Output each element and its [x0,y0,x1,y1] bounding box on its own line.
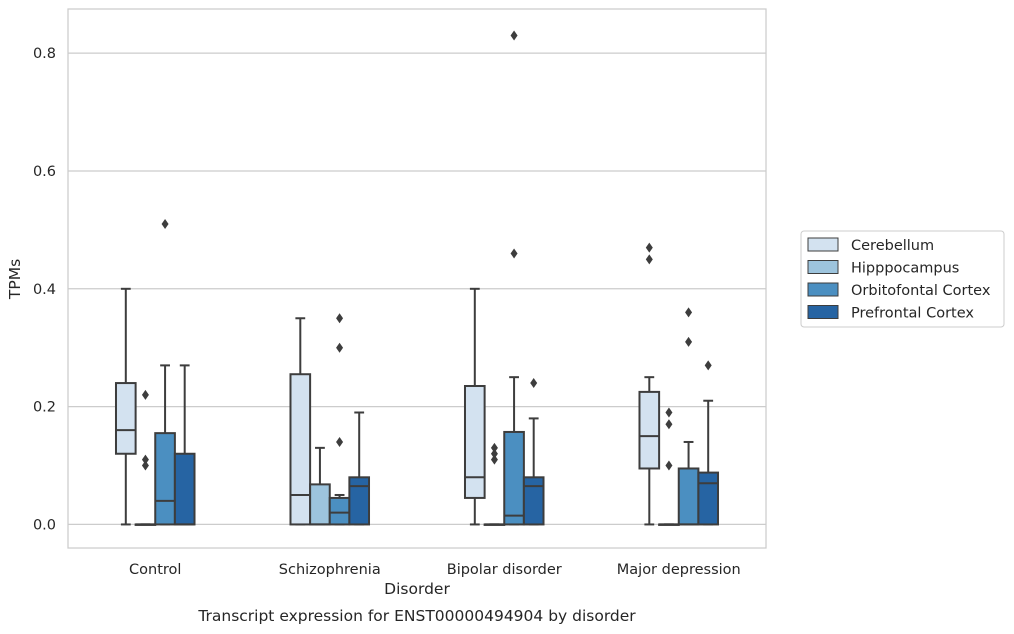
box-body [677,467,700,526]
box-0-3 [173,364,196,526]
outlier-point [530,378,538,389]
outlier-point [141,454,149,465]
x-tick-labels: Control Schizophrenia Bipolar disorder Majo… [129,562,741,578]
outlier-point [685,336,693,347]
box-0-0 [114,287,137,526]
box-body [289,373,312,526]
box-2-2 [503,30,525,526]
box-1-2 [328,313,351,526]
box-body [114,382,137,455]
plot-frame [67,8,767,549]
box-2-1 [483,442,506,526]
boxes [114,30,720,526]
box-body [522,476,545,526]
outlier-point [141,389,149,400]
box-0-1 [134,389,157,526]
box-1-0 [289,317,312,526]
box-1-3 [348,411,371,526]
x-axis-title: Disorder [384,580,450,598]
box-body [348,476,371,526]
x-tick-label: Schizophrenia [279,562,381,578]
legend-swatch [807,305,839,319]
outlier-point [665,460,673,471]
outlier-point [665,407,673,418]
outlier-point [141,460,149,471]
legend-label: Prefrontal Cortex [851,306,974,322]
x-tick-label: Control [129,562,181,578]
box-body [503,430,525,526]
outlier-point [336,436,344,447]
outlier-point [161,219,169,230]
box-3-2 [677,307,700,526]
outlier-point [685,307,693,318]
legend-swatch [807,237,839,252]
outlier-point [665,419,673,430]
outlier-point [704,360,712,371]
y-tick-label: 0.4 [33,282,56,298]
outlier-point [336,313,344,324]
legend-frame [800,230,1005,328]
box-2-3 [522,378,545,526]
outlier-point [490,454,498,465]
y-tick-label: 0.8 [33,46,56,62]
legend-swatch [807,260,839,274]
box-body [328,496,351,526]
x-tick-label: Major depression [617,562,741,578]
outlier-point [336,342,344,353]
legend-label: Cerebellum [851,238,934,254]
figure-caption: Transcript expression for ENST0000049490… [197,607,636,625]
box-body [173,452,196,526]
outlier-point [490,448,498,459]
y-tick-labels: 0.0 0.2 0.4 0.6 0.8 [33,46,56,533]
outlier-point [510,248,518,259]
y-axis-title: TPMs [6,259,24,300]
legend: Cerebellum Hipppocampus Orbitofontal Corte… [800,230,1005,328]
box-body [309,483,331,526]
x-tick-label: Bipolar disorder [447,562,562,578]
box-body [154,432,176,526]
box-1-1 [309,446,331,526]
box-3-1 [658,407,680,526]
y-tick-label: 0.2 [33,400,56,416]
outlier-point [510,30,518,41]
outlier-point [645,254,653,265]
box-body [463,385,486,499]
box-2-0 [463,287,486,526]
box-body [638,390,661,470]
outlier-point [490,442,498,453]
legend-label: Hipppocampus [851,261,959,277]
box-0-2 [154,219,176,526]
outlier-point [645,242,653,253]
legend-swatch [807,282,839,297]
y-tick-label: 0.6 [33,164,56,180]
box-body [697,471,720,526]
y-tick-label: 0.0 [33,517,56,533]
box-3-3 [697,360,720,526]
legend-label: Orbitofontal Cortex [851,283,991,299]
box-3-0 [638,242,661,526]
